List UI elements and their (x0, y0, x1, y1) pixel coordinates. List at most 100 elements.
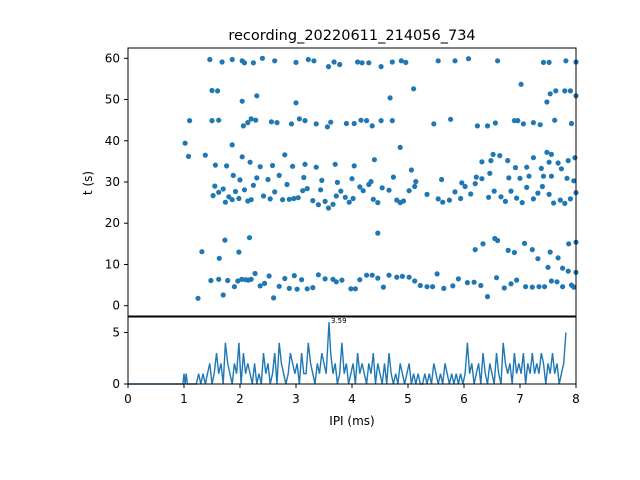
raster-point (562, 88, 568, 94)
raster-point (240, 123, 246, 129)
raster-point (517, 175, 523, 181)
raster-point (479, 159, 485, 165)
raster-point (302, 161, 308, 167)
raster-point (265, 176, 271, 183)
raster-point (458, 195, 464, 202)
raster-point (565, 158, 571, 164)
raster-point (446, 197, 452, 203)
raster-point (505, 247, 511, 253)
raster-point (417, 282, 423, 289)
raster-point (478, 282, 484, 289)
raster-point (439, 176, 445, 183)
raster-point (239, 276, 245, 282)
histogram-x-tick-label: 3 (292, 392, 300, 406)
raster-point (276, 172, 282, 178)
raster-point (369, 123, 375, 129)
raster-point (424, 191, 430, 197)
raster-point (564, 175, 570, 181)
raster-points (182, 55, 579, 301)
raster-point (480, 241, 486, 247)
raster-point (210, 193, 216, 199)
raster-point (546, 159, 552, 165)
raster-point (540, 173, 547, 179)
raster-point (400, 198, 407, 204)
raster-point (380, 284, 386, 290)
histogram-y-tick-label: 0 (112, 377, 120, 391)
raster-point (544, 149, 550, 155)
raster-point (502, 198, 508, 204)
raster-point (334, 179, 340, 185)
raster-point (493, 275, 500, 281)
raster-point (355, 59, 361, 65)
raster-point (276, 283, 282, 289)
raster-point (435, 58, 441, 64)
raster-point (253, 117, 259, 123)
raster-point (487, 170, 493, 176)
raster-point (375, 200, 381, 206)
raster-point (220, 186, 226, 192)
raster-point (187, 118, 193, 124)
raster-point (472, 181, 478, 187)
raster-point (435, 196, 441, 202)
histogram-x-tick-label: 1 (180, 392, 188, 406)
raster-point (389, 59, 395, 65)
raster-point (293, 100, 299, 106)
raster-point (399, 273, 405, 279)
raster-point (257, 164, 263, 170)
raster-point (535, 190, 541, 196)
raster-point (229, 142, 235, 148)
raster-point (250, 60, 256, 66)
histogram-plot-frame (127, 316, 577, 385)
raster-point (506, 175, 512, 181)
raster-point (524, 184, 530, 190)
raster-point (424, 284, 430, 290)
raster-point (505, 158, 511, 164)
raster-point (282, 152, 288, 158)
raster-point (225, 277, 231, 284)
raster-point (547, 91, 553, 97)
raster-point (450, 283, 456, 289)
raster-y-tick-label: 40 (105, 134, 120, 148)
raster-point (216, 189, 222, 195)
raster-point (378, 118, 384, 124)
raster-y-tick-label: 0 (112, 299, 120, 313)
raster-point (375, 275, 381, 281)
raster-point (272, 189, 278, 195)
raster-point (229, 197, 235, 203)
raster-point (224, 163, 230, 169)
raster-point (542, 284, 548, 290)
raster-point (552, 117, 558, 123)
raster-point (455, 276, 461, 282)
raster-point (398, 58, 404, 64)
raster-point (212, 162, 218, 168)
raster-point (508, 188, 514, 194)
raster-y-tick-label: 10 (105, 257, 120, 271)
raster-point (272, 58, 278, 64)
raster-point (536, 284, 542, 290)
raster-point (315, 202, 321, 208)
raster-point (413, 179, 419, 185)
raster-point (262, 280, 268, 286)
raster-point (343, 120, 349, 127)
raster-point (284, 181, 290, 188)
raster-point (313, 121, 319, 127)
raster-point (484, 294, 491, 300)
raster-point (351, 120, 357, 127)
raster-point (222, 237, 228, 243)
raster-point (357, 277, 363, 283)
raster-point (452, 58, 458, 64)
raster-point (558, 166, 565, 172)
raster-point (331, 59, 337, 65)
raster-point (529, 247, 535, 253)
raster-point (379, 185, 385, 191)
raster-point (346, 199, 352, 205)
raster-point (246, 235, 253, 241)
raster-point (328, 119, 334, 125)
raster-point (236, 195, 242, 202)
raster-point (199, 249, 205, 255)
raster-point (318, 187, 324, 193)
raster-point (530, 196, 537, 202)
raster-point (239, 98, 245, 104)
